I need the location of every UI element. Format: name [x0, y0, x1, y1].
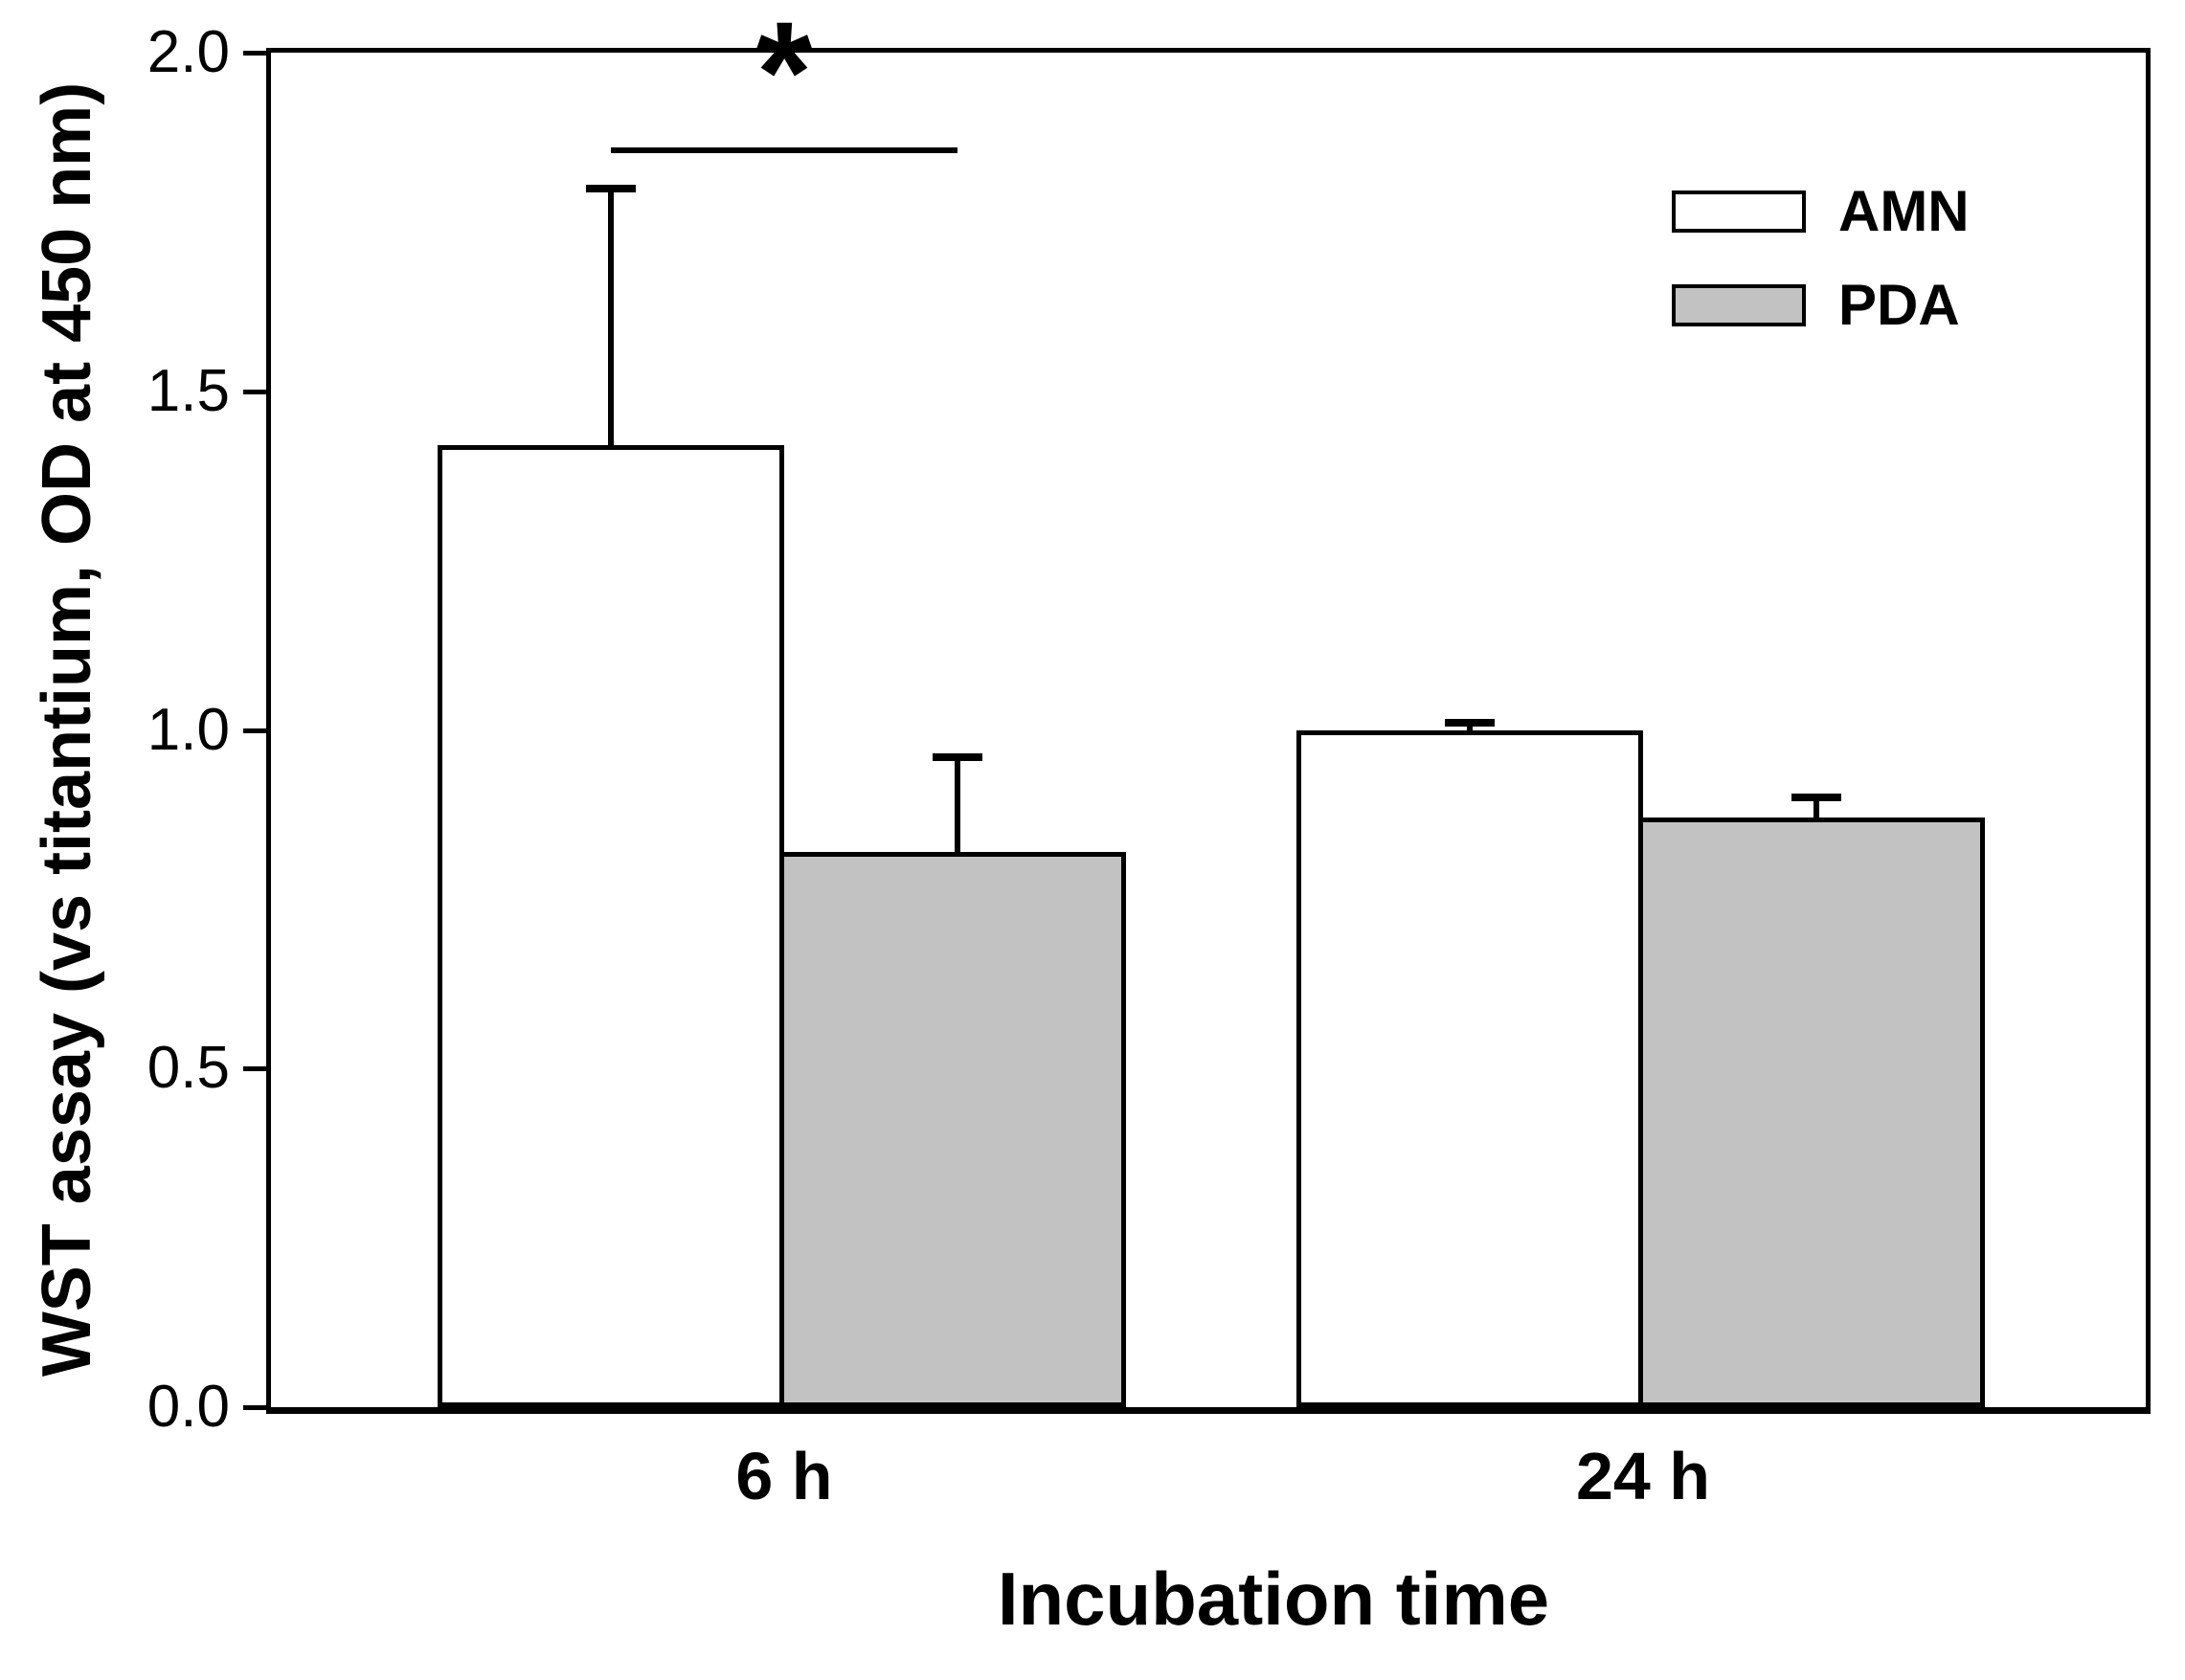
x-category-label-24h: 24 h [1575, 1439, 1711, 1513]
legend: AMN PDA [1672, 183, 1970, 334]
error-cap-pda-6h [933, 752, 982, 761]
y-tick-label-1-0: 1.0 [146, 696, 230, 763]
y-tick-mark-0-5 [243, 1066, 266, 1072]
error-bar-pda-24h [1813, 797, 1819, 830]
significance-line [611, 147, 957, 154]
legend-item-amn: AMN [1672, 183, 1970, 240]
error-cap-amn-24h [1445, 719, 1495, 728]
plot-area: * AMN PDA [266, 0, 2151, 1414]
x-category-label-6h: 6 h [735, 1439, 833, 1513]
y-tick-mark-1 [243, 728, 266, 733]
error-bar-amn-6h [608, 188, 614, 458]
error-cap-amn-6h [586, 184, 636, 192]
bar-pda-24h [1638, 818, 1985, 1407]
legend-swatch-pda [1672, 284, 1806, 326]
y-tick-mark-2 [243, 51, 266, 56]
bar-amn-6h [438, 445, 784, 1407]
y-tick-mark-1-5 [243, 389, 266, 394]
y-tick-label-2-0: 2.0 [146, 19, 230, 85]
y-tick-label-1-5: 1.5 [146, 357, 230, 424]
y-tick-label-0-5: 0.5 [146, 1035, 230, 1102]
x-axis-title: Incubation time [997, 1557, 1550, 1641]
bar-pda-6h [779, 851, 1126, 1407]
legend-item-pda: PDA [1672, 277, 1970, 334]
error-cap-pda-24h [1791, 794, 1841, 802]
legend-swatch-amn [1672, 190, 1806, 233]
error-bar-pda-6h [955, 756, 960, 863]
legend-label-pda: PDA [1838, 273, 1960, 337]
legend-label-amn: AMN [1838, 179, 1970, 243]
y-tick-mark-0 [243, 1405, 266, 1410]
bar-amn-24h [1296, 729, 1643, 1407]
y-tick-label-0-0: 0.0 [146, 1374, 230, 1440]
significance-star: * [755, 0, 813, 153]
